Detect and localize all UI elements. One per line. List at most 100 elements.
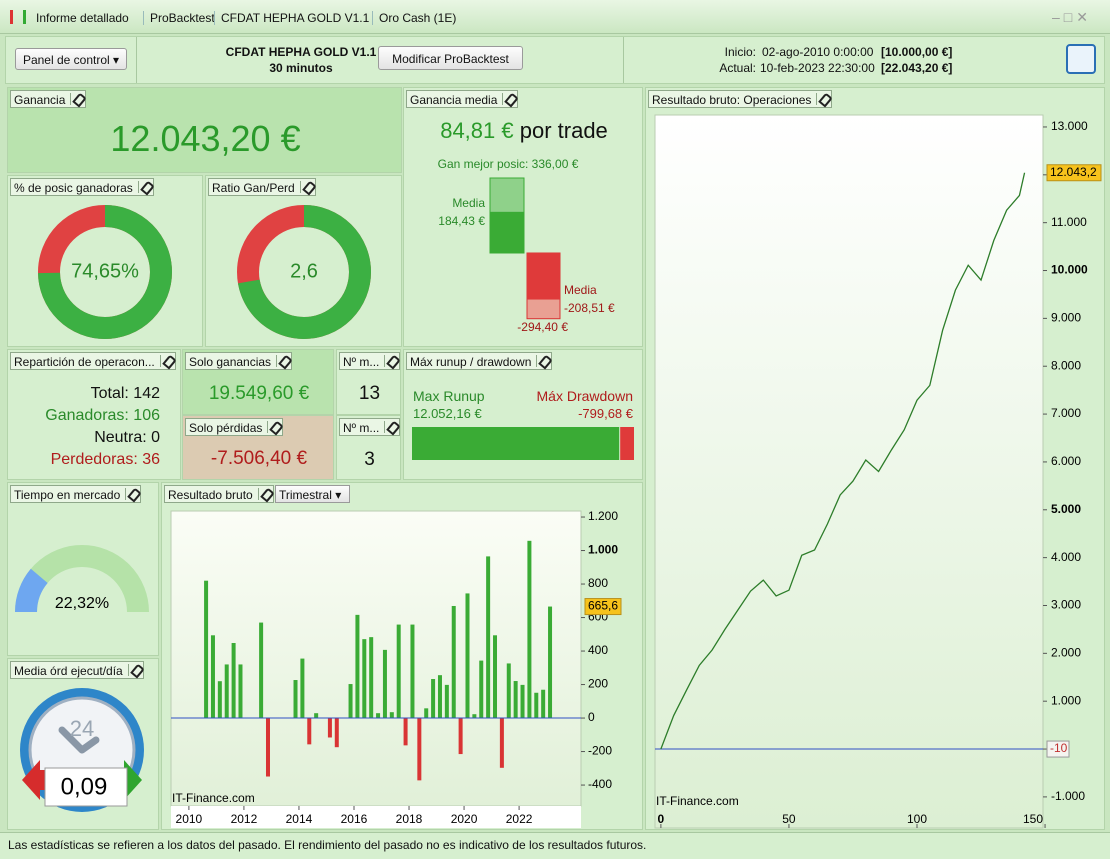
separator xyxy=(623,37,624,83)
bar xyxy=(451,605,456,719)
y-tick-label: 1.000 xyxy=(588,543,618,557)
bar xyxy=(458,718,463,755)
bar xyxy=(541,689,546,719)
current-date: 10-feb-2023 22:30:00 xyxy=(760,61,875,75)
panel-title: Ganancia media xyxy=(410,93,498,107)
panel-title: Nº m... xyxy=(343,421,380,435)
panel-title: Máx runup / drawdown xyxy=(410,355,532,369)
separator xyxy=(136,37,137,83)
y-tick-label: 6.000 xyxy=(1051,454,1081,468)
panel-header: % de posic ganadoras xyxy=(10,178,154,196)
bar xyxy=(527,540,532,719)
panel-title: Resultado bruto xyxy=(168,488,253,502)
panel-header: Ganancia media xyxy=(406,90,519,108)
y-tick-label: -1.000 xyxy=(1051,789,1085,803)
x-tick-label: 50 xyxy=(782,812,796,826)
strategy-name: CFDAT HEPHA GOLD V1.1 xyxy=(225,45,377,59)
panel-header: Repartición de operacon... xyxy=(10,352,176,370)
status-text: Las estadísticas se refieren a los datos… xyxy=(8,838,647,852)
y-tick-label: -200 xyxy=(588,744,612,758)
tab[interactable]: Oro Cash (1E) xyxy=(372,11,456,25)
bar xyxy=(403,718,408,746)
bar xyxy=(224,664,229,719)
losses-only-panel: Solo pérdidas -7.506,40 € xyxy=(182,415,334,480)
bar xyxy=(396,624,401,719)
tab[interactable]: Informe detallado xyxy=(36,11,129,25)
x-tick-label: 150 xyxy=(1023,812,1043,826)
gains-only-panel: Solo ganancias 19.549,60 € xyxy=(182,349,334,415)
panel-title: % de posic ganadoras xyxy=(14,181,133,195)
x-tick-label: 0 xyxy=(658,812,665,826)
x-tick-label: 2016 xyxy=(341,812,368,826)
y-tick-label: 5.000 xyxy=(1051,502,1081,516)
losers: Perdedoras: 36 xyxy=(50,451,160,468)
y-tick-label: 9.000 xyxy=(1051,311,1081,325)
bar xyxy=(465,593,470,719)
bar xyxy=(513,681,518,719)
tab[interactable]: CFDAT HEPHA GOLD V1.1 xyxy=(214,11,369,25)
bar xyxy=(334,718,339,748)
x-tick-label: 2020 xyxy=(451,812,478,826)
current-label: Actual: xyxy=(719,61,756,75)
y-tick-label: 7.000 xyxy=(1051,406,1081,420)
panel-header: Media órd ejecut/día xyxy=(10,661,144,679)
modify-button[interactable]: Modificar ProBacktest xyxy=(378,46,523,70)
bar xyxy=(314,713,319,719)
y-tick-label: 1.200 xyxy=(588,509,618,523)
panel-title: Solo ganancias xyxy=(189,355,272,369)
value-box xyxy=(44,767,128,807)
panel-header: Solo ganancias xyxy=(185,352,293,370)
bar xyxy=(204,580,209,719)
quarterly-x-axis xyxy=(171,806,581,828)
start-date: 02-ago-2010 0:00:00 xyxy=(762,45,874,59)
x-tick-label: 2010 xyxy=(176,812,203,826)
report-icon[interactable] xyxy=(1066,44,1096,74)
bar xyxy=(506,663,511,719)
panel-header: Ganancia xyxy=(10,90,87,108)
distribution-panel: Repartición de operacon... Total: 142 Ga… xyxy=(7,349,181,480)
panel-menu[interactable]: Panel de control ▾ xyxy=(15,48,127,70)
runup-value: 12.052,16 € xyxy=(413,406,482,421)
baseline-box xyxy=(1046,740,1070,758)
panel-title: Nº m... xyxy=(343,355,380,369)
loss-avg-title: Media xyxy=(564,283,597,297)
baseline-label: -10 xyxy=(1050,741,1068,755)
gain-panel: Ganancia 12.043,20 € xyxy=(7,87,402,173)
winners: Ganadoras: 106 xyxy=(45,407,160,424)
bar xyxy=(369,637,374,719)
x-tick-label: 2014 xyxy=(286,812,313,826)
last-value-label: 665,6 xyxy=(588,599,618,613)
panel-header: Ratio Gan/Perd xyxy=(208,178,316,196)
x-tick-label: 2012 xyxy=(231,812,258,826)
panel-menu-label: Panel de control xyxy=(22,53,110,67)
bar xyxy=(231,643,236,719)
panel-header: Nº m... xyxy=(339,352,401,370)
period-select[interactable]: Trimestral ▾ xyxy=(275,485,350,503)
panel-title: Media órd ejecut/día xyxy=(14,664,123,678)
gauge-label: 22,32% xyxy=(55,595,109,612)
gain-count-panel: Nº m... 13 xyxy=(336,349,401,415)
panel-header: Resultado bruto: Operaciones xyxy=(648,90,833,108)
bar xyxy=(300,658,305,719)
watermark: IT-Finance.com xyxy=(656,794,739,808)
app-icon xyxy=(10,10,26,24)
window-controls[interactable]: –□✕ xyxy=(1052,9,1092,25)
drawdown-value: -799,68 € xyxy=(578,406,633,421)
bar xyxy=(479,660,484,719)
donut-win xyxy=(237,205,371,339)
y-tick-label: 8.000 xyxy=(1051,358,1081,372)
bar xyxy=(382,649,387,719)
loss-count-value: 3 xyxy=(364,449,375,470)
clock-hands xyxy=(58,726,100,754)
gain-count-value: 13 xyxy=(358,383,381,404)
toolbar: Panel de control ▾ CFDAT HEPHA GOLD V1.1… xyxy=(5,36,1105,84)
tab[interactable]: ProBacktest xyxy=(143,11,215,25)
panel-title: Tiempo en mercado xyxy=(14,488,121,502)
panel-title: Resultado bruto: Operaciones xyxy=(652,93,812,107)
start-capital: [10.000,00 €] xyxy=(881,45,953,59)
bar xyxy=(259,622,264,719)
bar xyxy=(210,635,215,719)
panel-title: Repartición de operacon... xyxy=(14,355,155,369)
best-label: Gan mejor posic: 336,00 € xyxy=(438,157,579,171)
